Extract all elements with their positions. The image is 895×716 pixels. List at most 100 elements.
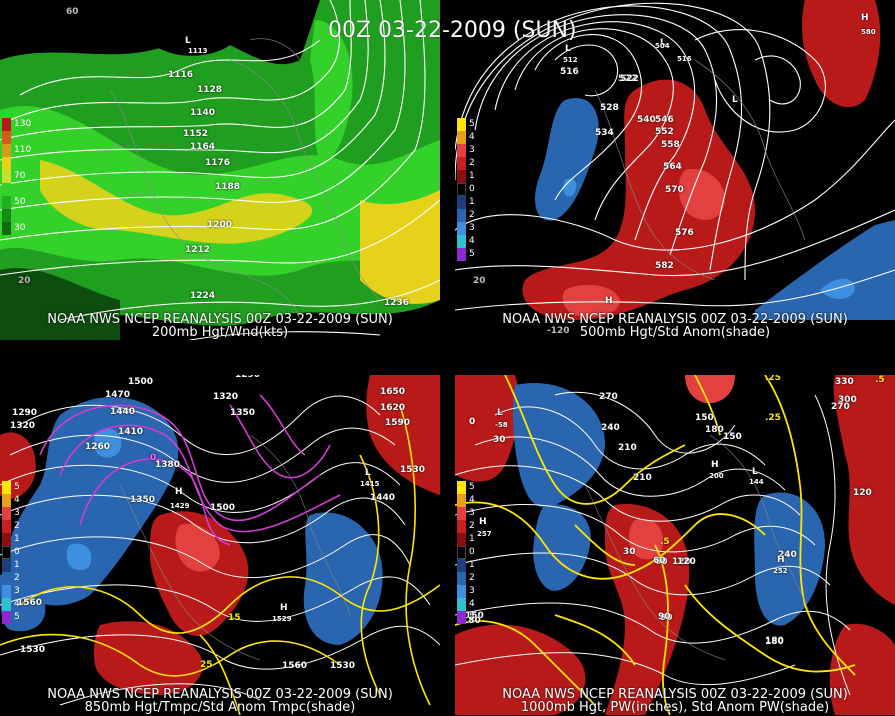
legend-swatch bbox=[457, 131, 466, 144]
anomaly-blue-light-2 bbox=[66, 543, 92, 571]
anomaly-map bbox=[455, 0, 895, 340]
high-center-label: H bbox=[175, 487, 183, 497]
legend-swatch bbox=[457, 507, 466, 520]
caption-line1: NOAA NWS NCEP REANALYSIS 00Z 03-22-2009 … bbox=[502, 312, 848, 327]
panel-1000mb-precipitable-water: 270 240 210 180 150 120 90 60 30 0 330 3… bbox=[455, 375, 895, 715]
contour-label: 30 bbox=[623, 547, 636, 557]
legend-label: 1 bbox=[469, 534, 475, 544]
contour-label: 552 bbox=[655, 127, 674, 137]
legend-swatch bbox=[2, 481, 11, 494]
legend-label: 4 bbox=[469, 495, 475, 505]
low-center-value: 504 bbox=[655, 42, 670, 50]
contour-label: 1530 bbox=[330, 661, 356, 671]
contour-label: 1620 bbox=[380, 403, 406, 413]
legend-label: 5 bbox=[469, 612, 475, 622]
legend-swatch bbox=[2, 533, 11, 546]
contour-label: 1224 bbox=[190, 291, 216, 301]
contour-label: 1140 bbox=[190, 108, 216, 118]
legend-label: 130 bbox=[14, 119, 32, 129]
contour-label: 270 bbox=[599, 392, 618, 402]
panel-200mb-height-wind: L 1113 1116 1128 1140 1152 1164 1176 118… bbox=[0, 0, 440, 340]
anomaly-blue-light-1 bbox=[563, 178, 577, 197]
legend-swatch bbox=[457, 494, 466, 507]
legend-label: 3 bbox=[469, 223, 475, 233]
legend-swatch bbox=[457, 118, 466, 131]
legend-swatch bbox=[457, 144, 466, 157]
temperature-label: 0 bbox=[150, 453, 157, 463]
caption-line1: NOAA NWS NCEP REANALYSIS 00Z 03-22-2009 … bbox=[47, 312, 393, 327]
legend-swatch bbox=[2, 585, 11, 598]
legend-swatch bbox=[457, 559, 466, 572]
wind-shade-green-2 bbox=[0, 105, 440, 276]
legend-swatch bbox=[2, 520, 11, 533]
legend-label: 3 bbox=[469, 145, 475, 155]
coastlines bbox=[594, 59, 806, 281]
contour-label: 120 bbox=[672, 557, 691, 567]
contour-label: 0 bbox=[469, 417, 476, 427]
contour-label: 90 bbox=[658, 612, 671, 622]
wind-map bbox=[0, 0, 440, 340]
height-contours bbox=[0, 0, 440, 340]
anomaly-red-light-1 bbox=[678, 169, 725, 220]
contour-label: 1500 bbox=[210, 503, 236, 513]
legend-label: 2 bbox=[469, 158, 475, 168]
contour-label: 240 bbox=[601, 423, 620, 433]
legend-swatch bbox=[457, 196, 466, 209]
caption-line2: 1000mb Hgt, PW(inches), Std Anom PW(shad… bbox=[520, 700, 830, 715]
contour-label: 1152 bbox=[183, 129, 209, 139]
low-center-label: L bbox=[185, 36, 191, 46]
legend-swatch bbox=[457, 598, 466, 611]
contour-label: 1530 bbox=[20, 645, 46, 655]
legend-swatch bbox=[457, 585, 466, 598]
contour-label: 540 bbox=[637, 115, 656, 125]
caption-line2: 850mb Hgt/Tmpc/Std Anom Tmpc(shade) bbox=[84, 700, 356, 715]
anomaly-red-2 bbox=[605, 504, 690, 715]
anomaly-red-light-2 bbox=[685, 375, 735, 404]
legend-swatch bbox=[2, 131, 11, 144]
legend-swatch bbox=[457, 170, 466, 183]
contour-label: 1650 bbox=[380, 387, 406, 397]
contour-label: 330 bbox=[835, 377, 854, 387]
wind-shade-green-3 bbox=[310, 20, 353, 162]
legend-swatch bbox=[2, 196, 11, 209]
contour-label: 1260 bbox=[85, 442, 111, 452]
legend-swatch bbox=[457, 157, 466, 170]
low-center-value: 144 bbox=[749, 478, 764, 486]
temperature-contours-cold bbox=[39, 394, 341, 546]
contour-label: 1290 bbox=[235, 375, 261, 380]
legend-label: 1 bbox=[469, 171, 475, 181]
legend-label: 5 bbox=[14, 612, 20, 622]
anomaly-red-3 bbox=[455, 624, 586, 715]
legend-label: 4 bbox=[469, 132, 475, 142]
anomaly-blue-1 bbox=[7, 396, 179, 606]
contour-label: 30 bbox=[493, 435, 506, 445]
low-center-label: L bbox=[732, 95, 738, 105]
legend-label: 1 bbox=[14, 560, 20, 570]
low-center-value: 1113 bbox=[188, 47, 208, 55]
legend-swatch bbox=[2, 559, 11, 572]
contour-label: 1320 bbox=[213, 392, 239, 402]
pw-label: .25 bbox=[765, 375, 781, 383]
high-center-label: H bbox=[861, 13, 869, 23]
contour-label: 1188 bbox=[215, 182, 241, 192]
anomaly-red-5 bbox=[829, 623, 895, 715]
contour-label: 180 bbox=[462, 616, 481, 626]
contour-label: 1116 bbox=[168, 70, 194, 80]
wind-shade-black-1 bbox=[120, 0, 260, 56]
high-center-label: H bbox=[280, 603, 288, 613]
high-center-label: H bbox=[605, 296, 613, 306]
legend-label: 1 bbox=[469, 197, 475, 207]
contour-label: 1410 bbox=[118, 427, 144, 437]
legend-label: 1 bbox=[469, 560, 475, 570]
legend-swatch bbox=[2, 118, 11, 131]
contour-label: 546 bbox=[655, 115, 674, 125]
high-center-value: 252 bbox=[773, 567, 788, 575]
legend-swatch bbox=[457, 209, 466, 222]
lon-label: -120 bbox=[547, 326, 570, 336]
legend-swatch bbox=[2, 157, 11, 170]
contour-label: 150 bbox=[723, 432, 742, 442]
legend: 5 4 3 2 1 0 1 2 3 4 5 bbox=[457, 118, 475, 261]
contour-label: 210 bbox=[633, 473, 652, 483]
legend-swatch bbox=[457, 248, 466, 261]
anomaly-red-light-1 bbox=[629, 518, 664, 560]
